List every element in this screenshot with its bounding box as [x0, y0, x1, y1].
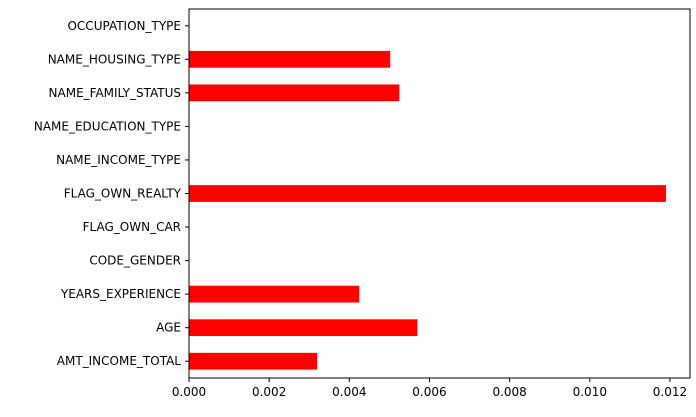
x-tick-label: 0.010	[573, 385, 607, 399]
y-tick-label: YEARS_EXPERIENCE	[60, 287, 181, 301]
x-tick-label: 0.006	[412, 385, 446, 399]
x-tick-label: 0.008	[492, 385, 526, 399]
x-tick-label: 0.004	[332, 385, 366, 399]
bars-layer	[189, 50, 666, 370]
y-tick-label: NAME_INCOME_TYPE	[56, 153, 181, 167]
x-tick-label: 0.002	[252, 385, 286, 399]
y-tick-label: NAME_FAMILY_STATUS	[49, 86, 181, 100]
y-axis: AMT_INCOME_TOTAL AGE YEARS_EXPERIENCE CODE_…	[34, 19, 189, 368]
x-tick-label: 0.012	[653, 385, 687, 399]
bar-name-housing-type	[189, 50, 391, 68]
bar-name-family-status	[189, 84, 400, 102]
y-tick-label: FLAG_OWN_CAR	[83, 220, 181, 234]
x-tick-label: 0.000	[172, 385, 206, 399]
y-tick-label: FLAG_OWN_REALTY	[64, 187, 182, 201]
x-axis: 0.000 0.002 0.004 0.006 0.008 0.010 0.012	[172, 378, 687, 399]
bar-flag-own-realty	[189, 185, 666, 202]
y-tick-label: CODE_GENDER	[89, 254, 181, 268]
plot-frame	[188, 8, 691, 379]
y-tick-label: NAME_EDUCATION_TYPE	[34, 119, 181, 133]
y-tick-label: NAME_HOUSING_TYPE	[48, 52, 181, 66]
bar-years-experience	[189, 285, 360, 303]
y-tick-label: OCCUPATION_TYPE	[67, 19, 181, 33]
y-tick-label: AMT_INCOME_TOTAL	[57, 354, 182, 368]
bar-age	[189, 319, 418, 337]
y-tick-label: AGE	[156, 321, 181, 335]
bar-amt-income-total	[189, 352, 318, 370]
